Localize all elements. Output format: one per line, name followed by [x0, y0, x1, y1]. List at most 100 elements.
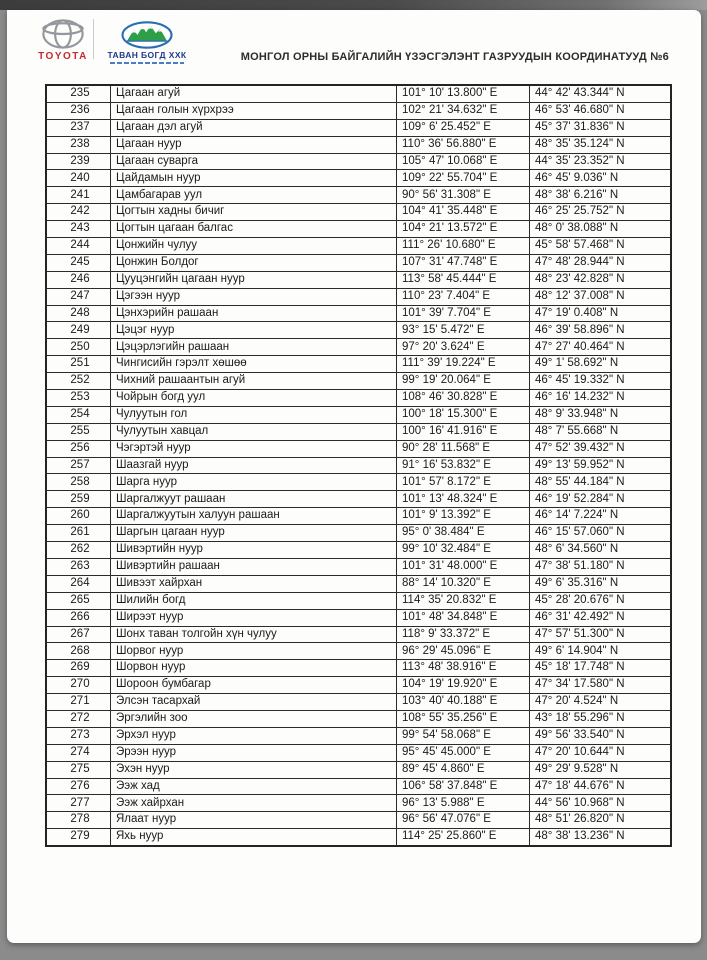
- table-row: 265 Шилийн богд 114° 35' 20.832" E 45° 2…: [45, 591, 672, 610]
- longitude-cell: 93° 15' 5.472" E: [396, 321, 530, 340]
- table-row: 249 Цэцэг нуур 93° 15' 5.472" E 46° 39' …: [45, 321, 672, 340]
- table-row: 259 Шаргалжуут рашаан 101° 13' 48.324" E…: [45, 490, 672, 509]
- latitude-cell: 46° 19' 52.284" N: [529, 490, 672, 509]
- place-name-cell: Шивэртийн рашаан: [110, 557, 397, 576]
- row-number-cell: 252: [45, 372, 111, 391]
- place-name-cell: Шаазгай нуур: [110, 456, 397, 475]
- toyota-wordmark: TOYOTA: [38, 51, 88, 62]
- row-number-cell: 257: [45, 456, 111, 475]
- latitude-cell: 47° 27' 40.464" N: [529, 338, 672, 357]
- coordinates-table: 235 Цагаан агуй 101° 10' 13.800" E 44° 4…: [45, 84, 672, 848]
- row-number-cell: 250: [45, 338, 111, 357]
- latitude-cell: 46° 39' 58.896" N: [529, 321, 672, 340]
- row-number-cell: 272: [45, 709, 111, 728]
- place-name-cell: Цагаан агуй: [110, 84, 397, 103]
- latitude-cell: 49° 6' 14.904" N: [529, 642, 672, 661]
- latitude-cell: 48° 0' 38.088" N: [529, 220, 672, 239]
- row-number-cell: 276: [45, 777, 111, 796]
- table-row: 270 Шороон бумбагар 104° 19' 19.920" E 4…: [45, 676, 672, 695]
- table-row: 235 Цагаан агуй 101° 10' 13.800" E 44° 4…: [45, 84, 672, 103]
- place-name-cell: Чулуутын хавцал: [110, 422, 397, 441]
- table-row: 264 Шивээт хайрхан 88° 14' 10.320" E 49°…: [45, 574, 672, 593]
- place-name-cell: Шарга нуур: [110, 473, 397, 492]
- longitude-cell: 90° 56' 31.308" E: [396, 186, 530, 205]
- table-row: 239 Цагаан суварга 105° 47' 10.068" E 44…: [45, 152, 672, 171]
- latitude-cell: 49° 1' 58.692" N: [529, 355, 672, 374]
- place-name-cell: Эхэн нуур: [110, 760, 397, 779]
- longitude-cell: 97° 20' 3.624" E: [396, 338, 530, 357]
- row-number-cell: 241: [45, 186, 111, 205]
- row-number-cell: 259: [45, 490, 111, 509]
- row-number-cell: 247: [45, 287, 111, 306]
- table-row: 267 Шонх таван толгойн хүн чулуу 118° 9'…: [45, 625, 672, 644]
- row-number-cell: 264: [45, 574, 111, 593]
- longitude-cell: 107° 31' 47.748" E: [396, 253, 530, 272]
- row-number-cell: 277: [45, 794, 111, 813]
- longitude-cell: 110° 36' 56.880" E: [396, 135, 530, 154]
- latitude-cell: 47° 20' 4.524" N: [529, 693, 672, 711]
- row-number-cell: 253: [45, 389, 111, 407]
- longitude-cell: 101° 13' 48.324" E: [396, 490, 530, 509]
- table-row: 255 Чулуутын хавцал 100° 16' 41.916" E 4…: [45, 422, 672, 441]
- latitude-cell: 44° 56' 10.968" N: [529, 794, 672, 813]
- row-number-cell: 260: [45, 507, 111, 526]
- table-row: 252 Чихний рашаантын агуй 99° 19' 20.064…: [45, 372, 672, 391]
- row-number-cell: 254: [45, 405, 111, 424]
- row-number-cell: 255: [45, 422, 111, 441]
- latitude-cell: 48° 7' 55.668" N: [529, 422, 672, 441]
- table-row: 254 Чулуутын гол 100° 18' 15.300" E 48° …: [45, 405, 672, 424]
- place-name-cell: Шилийн богд: [110, 591, 397, 610]
- table-row: 275 Эхэн нуур 89° 45' 4.860" E 49° 29' 9…: [45, 760, 672, 779]
- place-name-cell: Цууцэнгийн цагаан нуур: [110, 270, 397, 289]
- place-name-cell: Яхь нуур: [110, 828, 397, 847]
- row-number-cell: 236: [45, 101, 111, 120]
- table-row: 261 Шаргын цагаан нуур 95° 0' 38.484" E …: [45, 524, 672, 543]
- row-number-cell: 261: [45, 524, 111, 543]
- table-row: 236 Цагаан голын хүрхрээ 102° 21' 34.632…: [45, 101, 672, 120]
- row-number-cell: 245: [45, 253, 111, 272]
- longitude-cell: 111° 39' 19.224" E: [396, 355, 530, 374]
- table-row: 246 Цууцэнгийн цагаан нуур 113° 58' 45.4…: [45, 270, 672, 289]
- place-name-cell: Цэцэг нуур: [110, 321, 397, 340]
- longitude-cell: 101° 10' 13.800" E: [396, 84, 530, 103]
- table-row: 241 Цамбагарав уул 90° 56' 31.308" E 48°…: [45, 186, 672, 205]
- place-name-cell: Чихний рашаантын агуй: [110, 372, 397, 391]
- table-row: 262 Шивэртийн нуур 99° 10' 32.484" E 48°…: [45, 541, 672, 559]
- place-name-cell: Чулуутын гол: [110, 405, 397, 424]
- latitude-cell: 45° 37' 31.836" N: [529, 118, 672, 137]
- latitude-cell: 45° 18' 17.748" N: [529, 659, 672, 678]
- row-number-cell: 256: [45, 439, 111, 458]
- longitude-cell: 91° 16' 53.832" E: [396, 456, 530, 475]
- longitude-cell: 108° 46' 30.828" E: [396, 389, 530, 407]
- latitude-cell: 48° 55' 44.184" N: [529, 473, 672, 492]
- table-row: 271 Элсэн тасархай 103° 40' 40.188" E 47…: [45, 693, 672, 711]
- latitude-cell: 46° 31' 42.492" N: [529, 608, 672, 627]
- place-name-cell: Цогтын цагаан балгас: [110, 220, 397, 239]
- row-number-cell: 249: [45, 321, 111, 340]
- table-row: 256 Чэгэртэй нуур 90° 28' 11.568" E 47° …: [45, 439, 672, 458]
- longitude-cell: 114° 35' 20.832" E: [396, 591, 530, 610]
- table-row: 273 Эрхэл нуур 99° 54' 58.068" E 49° 56'…: [45, 726, 672, 745]
- document-page: TOYOTA ТАВАН БОГД ХХК МОНГОЛ ОРНЫ БАЙГАЛ…: [7, 10, 701, 943]
- place-name-cell: Цамбагарав уул: [110, 186, 397, 205]
- table-row: 263 Шивэртийн рашаан 101° 31' 48.000" E …: [45, 557, 672, 576]
- row-number-cell: 258: [45, 473, 111, 492]
- row-number-cell: 246: [45, 270, 111, 289]
- place-name-cell: Шивэртийн нуур: [110, 541, 397, 559]
- latitude-cell: 49° 29' 9.528" N: [529, 760, 672, 779]
- place-name-cell: Цонжин Болдог: [110, 253, 397, 272]
- latitude-cell: 48° 9' 33.948" N: [529, 405, 672, 424]
- longitude-cell: 100° 18' 15.300" E: [396, 405, 530, 424]
- place-name-cell: Ялаат нуур: [110, 811, 397, 830]
- table-row: 272 Эргэлийн зоо 108° 55' 35.256" E 43° …: [45, 709, 672, 728]
- latitude-cell: 46° 45' 9.036" N: [529, 169, 672, 188]
- table-row: 257 Шаазгай нуур 91° 16' 53.832" E 49° 1…: [45, 456, 672, 475]
- table-row: 279 Яхь нуур 114° 25' 25.860" E 48° 38' …: [45, 828, 672, 847]
- coordinates-table-body: 235 Цагаан агуй 101° 10' 13.800" E 44° 4…: [45, 84, 672, 847]
- longitude-cell: 110° 23' 7.404" E: [396, 287, 530, 306]
- latitude-cell: 43° 18' 55.296" N: [529, 709, 672, 728]
- latitude-cell: 46° 16' 14.232" N: [529, 389, 672, 407]
- row-number-cell: 263: [45, 557, 111, 576]
- table-row: 268 Шорвог нуур 96° 29' 45.096" E 49° 6'…: [45, 642, 672, 661]
- latitude-cell: 45° 58' 57.468" N: [529, 237, 672, 255]
